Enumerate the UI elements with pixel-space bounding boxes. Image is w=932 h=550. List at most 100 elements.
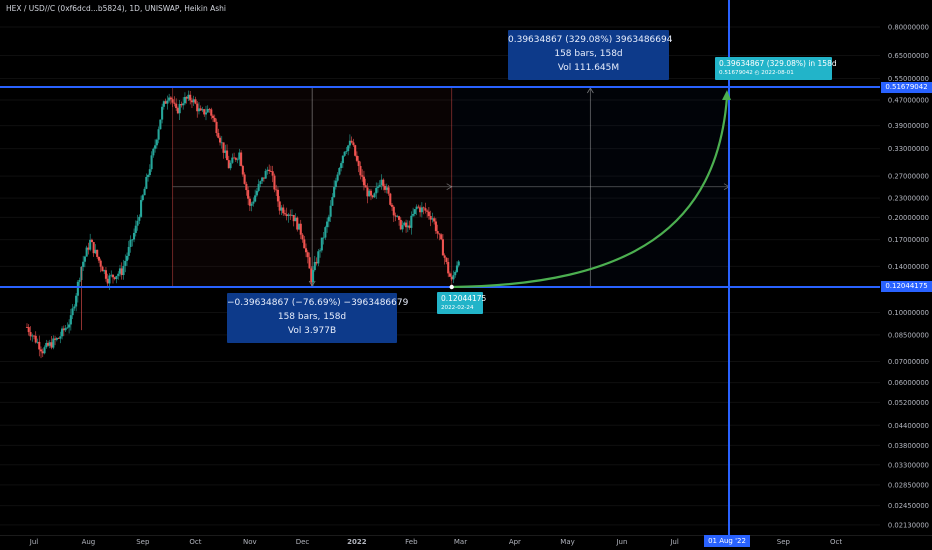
candle-body xyxy=(148,169,151,176)
candle-body xyxy=(448,273,451,277)
candle-body xyxy=(422,207,425,209)
candle-body xyxy=(317,251,320,264)
time-tick-label: Jul xyxy=(669,538,679,546)
projection-label: 0.39634867 (329.08%) in 158d 0.51679042 … xyxy=(715,57,837,80)
candle-body xyxy=(83,256,86,262)
candle-body xyxy=(57,338,60,339)
candle-body xyxy=(187,94,190,99)
candle-body xyxy=(192,99,195,103)
price-tick-label: 0.03300000 xyxy=(888,461,929,469)
candle-body xyxy=(238,152,241,160)
candle-body xyxy=(78,280,81,282)
candle-body xyxy=(154,145,157,149)
candle-body xyxy=(217,133,220,138)
candle-body xyxy=(208,108,211,110)
measure-down-change: −0.39634867 (−76.69%) −3963486679 xyxy=(227,298,409,308)
candle-body xyxy=(255,190,258,196)
candle-body xyxy=(48,342,51,346)
candle-body xyxy=(89,239,92,250)
candle-body xyxy=(362,176,365,186)
candle-body xyxy=(182,103,185,106)
candle-body xyxy=(324,227,327,238)
candle-body xyxy=(287,214,290,217)
candle-body xyxy=(271,171,274,176)
candle-body xyxy=(259,181,262,185)
time-tick-label: Oct xyxy=(830,538,842,546)
low-point-dot xyxy=(449,284,454,290)
candle-body xyxy=(210,109,213,116)
candle-body xyxy=(331,197,334,206)
measure-up-volume: Vol 111.645M xyxy=(557,63,620,73)
candle-body xyxy=(410,215,413,228)
candle-body xyxy=(152,148,155,156)
candle-body xyxy=(399,219,402,230)
candle-body xyxy=(429,216,432,220)
time-tick-label: Dec xyxy=(296,538,310,546)
candle-body xyxy=(43,347,46,354)
candle-body xyxy=(180,104,183,106)
candle-body xyxy=(427,211,430,217)
candle-body xyxy=(97,256,100,261)
measure-down-h-arrowhead xyxy=(446,183,453,191)
price-tick-label: 0.33000000 xyxy=(888,145,929,153)
candle-body xyxy=(66,327,69,329)
candle-body xyxy=(376,186,380,188)
candle-body xyxy=(306,252,309,258)
candle-body xyxy=(313,261,316,271)
candle-body xyxy=(405,222,408,228)
candle-body xyxy=(185,96,188,99)
candle-body xyxy=(268,169,271,172)
upper-price-badge: 0.51679042 xyxy=(881,82,932,93)
candle-body xyxy=(103,270,106,272)
candle-body xyxy=(99,260,102,267)
candle-body xyxy=(329,205,332,217)
candle-body xyxy=(213,117,216,122)
candle-body xyxy=(264,170,267,179)
measure-up-box: 0.39634867 (329.08%) 3963486694 158 bars… xyxy=(508,30,672,80)
candle-body xyxy=(71,308,74,316)
candle-body xyxy=(27,327,30,333)
time-tick-label: Jul xyxy=(29,538,39,546)
candle-body xyxy=(290,214,294,216)
price-tick-label: 0.10000000 xyxy=(888,309,929,317)
candle-body xyxy=(341,155,344,164)
candle-body xyxy=(364,185,367,188)
candle-body xyxy=(175,103,178,109)
candle-body xyxy=(452,275,455,280)
candle-body xyxy=(85,247,88,257)
time-tick-label: May xyxy=(560,538,574,546)
candle-body xyxy=(289,214,292,216)
candle-body xyxy=(382,179,385,187)
candle-body xyxy=(457,261,460,266)
candle-body xyxy=(443,255,446,258)
candle-body xyxy=(31,335,34,337)
candle-body xyxy=(299,223,302,235)
candle-body xyxy=(145,176,148,189)
candle-body xyxy=(396,216,399,218)
candle-body xyxy=(248,198,251,206)
candle-body xyxy=(143,188,146,196)
projection-curve xyxy=(451,96,729,289)
candle-body xyxy=(176,108,179,114)
candle-body xyxy=(352,142,355,146)
chart-title: HEX / USD//C (0xf6dcd...b5824), 1D, UNIS… xyxy=(6,4,226,13)
candle-body xyxy=(52,338,55,348)
candle-body xyxy=(129,239,132,247)
candle-body xyxy=(241,165,244,175)
time-tick-label: Aug xyxy=(82,538,96,546)
candle-body xyxy=(215,121,218,134)
price-tick-label: 0.03800000 xyxy=(888,442,929,450)
price-tick-label: 0.55000000 xyxy=(888,75,929,83)
candle-body xyxy=(454,271,457,276)
time-tick-label: Nov xyxy=(243,538,257,546)
candle-body xyxy=(87,247,90,250)
candle-body xyxy=(82,261,85,267)
candle-body xyxy=(261,177,264,182)
candle-body xyxy=(447,262,450,274)
candle-body xyxy=(438,233,441,235)
candle-body xyxy=(304,248,308,253)
candle-body xyxy=(204,112,208,115)
price-tick-label: 0.14000000 xyxy=(888,263,929,271)
candle-body xyxy=(120,268,123,276)
